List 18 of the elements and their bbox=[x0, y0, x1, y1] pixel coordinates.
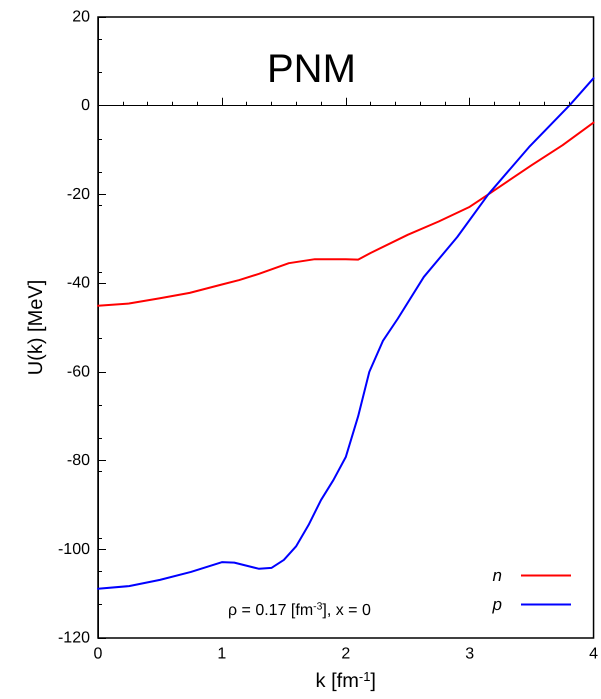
legend-label: p bbox=[492, 595, 502, 614]
x-tick-label: 3 bbox=[465, 646, 474, 662]
y-tick-label: 20 bbox=[72, 8, 90, 26]
y-tick-label: -20 bbox=[66, 186, 90, 203]
y-tick-label: -60 bbox=[66, 363, 90, 380]
y-axis-title: U(k) [MeV] bbox=[25, 280, 47, 376]
x-tick-label: 4 bbox=[589, 646, 598, 662]
y-tick-label: -40 bbox=[66, 274, 90, 292]
y-tick-label: -100 bbox=[58, 540, 90, 558]
x-tick-label: 0 bbox=[94, 646, 103, 662]
line-series bbox=[97, 122, 595, 307]
x-tick-label: 1 bbox=[217, 646, 226, 662]
text: PNM bbox=[267, 47, 356, 91]
y-tick-label: 0 bbox=[81, 97, 90, 114]
x-tick-label: 2 bbox=[341, 646, 350, 662]
legend-label: n bbox=[492, 566, 502, 585]
y-tick-label: -120 bbox=[58, 630, 90, 646]
y-tick-label: -80 bbox=[66, 452, 90, 470]
